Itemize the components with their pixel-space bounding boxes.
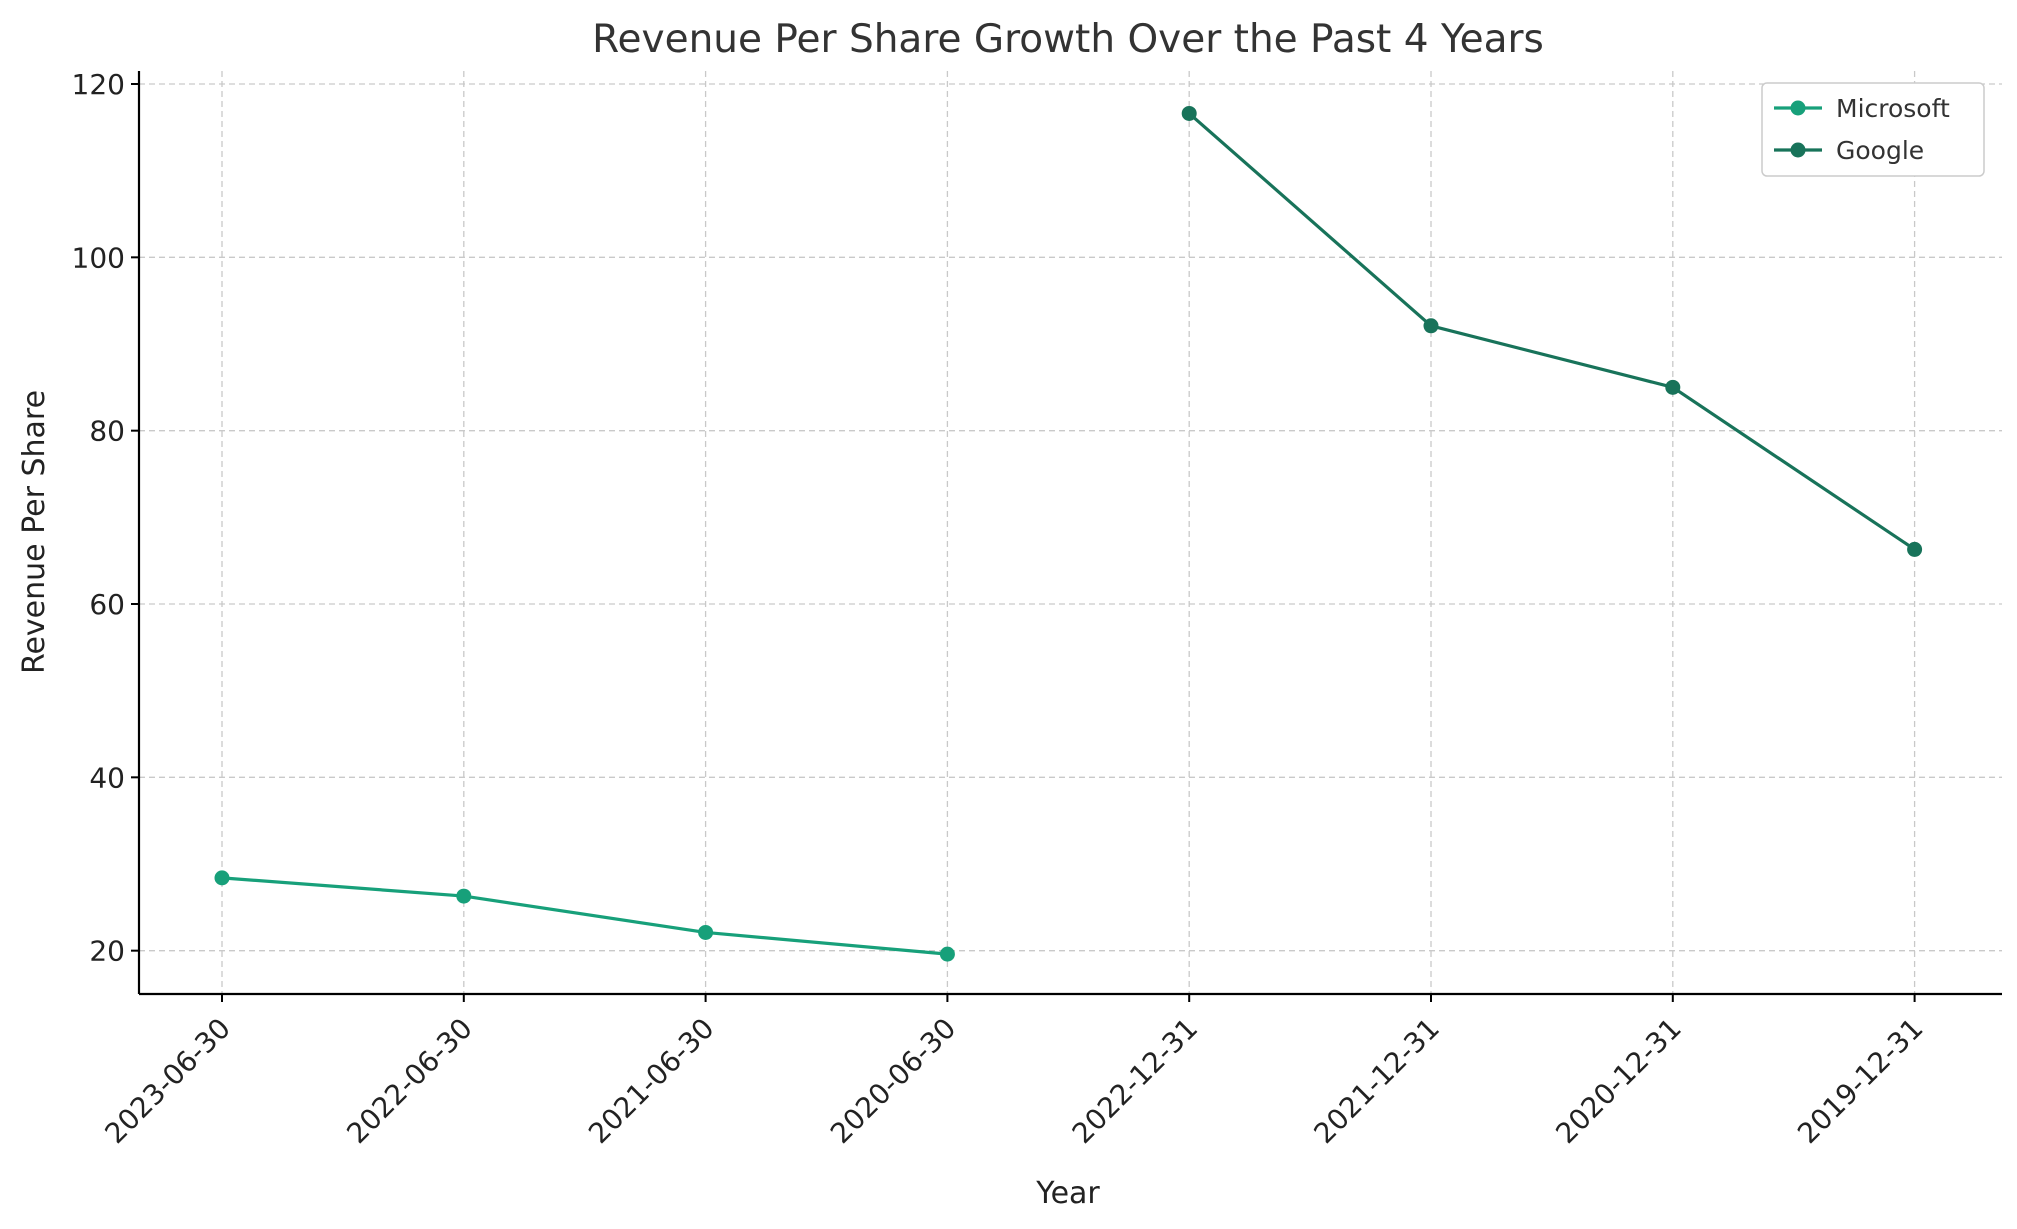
- data-point-microsoft: [214, 870, 230, 886]
- y-tick-label: 60: [89, 588, 125, 621]
- legend-box: [1761, 82, 1985, 177]
- axes-layer: 20 40 60 80 100 120 2023-06-30 2022-06-30 2021-0…: [72, 68, 2002, 1150]
- legend-marker-microsoft: [1790, 100, 1806, 116]
- legend-label-google: Google: [1836, 136, 1924, 165]
- data-point-google: [1181, 105, 1197, 121]
- legend-label-microsoft: Microsoft: [1836, 94, 1950, 123]
- legend-marker-google: [1790, 142, 1806, 158]
- y-tick-label: 120: [72, 68, 125, 101]
- data-point-google: [1907, 541, 1923, 557]
- x-tick-label: 2021-12-31: [1308, 1012, 1446, 1150]
- legend: Microsoft Google: [1761, 82, 1985, 177]
- series-line-microsoft: [221, 876, 948, 956]
- x-tick-label: 2022-12-31: [1066, 1012, 1204, 1150]
- x-tick-label: 2023-06-30: [99, 1012, 237, 1150]
- data-point-microsoft: [939, 946, 955, 962]
- y-tick-label: 100: [72, 241, 125, 274]
- y-axis-label: Revenue Per Share: [17, 390, 52, 674]
- chart-title: Revenue Per Share Growth Over the Past 4…: [592, 17, 1544, 62]
- data-point-google: [1423, 318, 1439, 334]
- data-point-google: [1665, 379, 1681, 395]
- series-line-google: [1188, 112, 1916, 551]
- series-layer: [214, 105, 1923, 962]
- grid-layer: [139, 71, 2002, 994]
- data-point-microsoft: [456, 888, 472, 904]
- y-tick-label: 20: [89, 935, 125, 968]
- x-axis-label: Year: [1035, 1176, 1100, 1211]
- y-tick-label: 40: [89, 761, 125, 794]
- x-tick-label: 2022-06-30: [340, 1012, 478, 1150]
- x-tick-label: 2019-12-31: [1791, 1012, 1929, 1150]
- x-tick-label: 2021-06-30: [582, 1012, 720, 1150]
- y-tick-label: 80: [89, 415, 125, 448]
- x-tick-label: 2020-12-31: [1549, 1012, 1687, 1150]
- data-point-microsoft: [698, 924, 714, 940]
- x-tick-label: 2020-06-30: [824, 1012, 962, 1150]
